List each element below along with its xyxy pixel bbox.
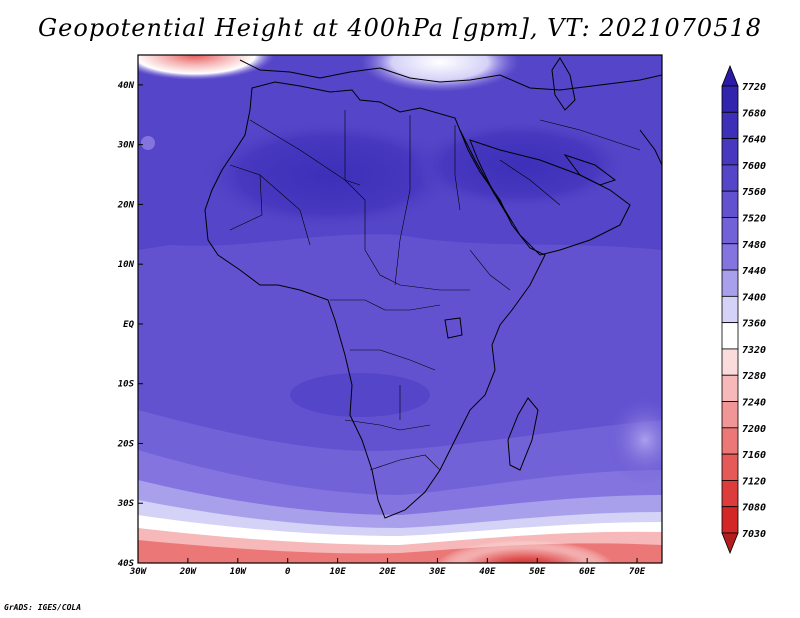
coast-lake-victoria <box>444 317 463 339</box>
country-borders <box>229 110 641 471</box>
colorbar-label: 7720 <box>742 82 766 93</box>
colorbar-label: 7240 <box>742 398 766 409</box>
colorbar-label: 7600 <box>742 161 766 172</box>
colorbar-swatch <box>721 295 739 324</box>
border-8 <box>350 349 436 371</box>
colorbar-swatch <box>721 190 739 218</box>
lon-label: 20E <box>378 567 396 577</box>
lat-label: 40N <box>118 81 135 91</box>
colorbar-label: 7480 <box>742 240 766 251</box>
colorbar-label: 7080 <box>742 503 766 514</box>
field-core-sahara <box>200 120 460 230</box>
colorbar-swatch <box>721 138 739 166</box>
grads-credit: GrADS: IGES/COLA <box>4 603 82 612</box>
border-15 <box>229 164 263 231</box>
lat-label: 10N <box>118 260 135 270</box>
colorbar-swatch <box>721 243 739 271</box>
lon-label: 0 <box>285 567 291 577</box>
border-2 <box>259 174 311 246</box>
colorbar-label: 7200 <box>742 424 766 435</box>
colorbar-swatch <box>721 401 739 429</box>
map-frame <box>137 54 663 564</box>
colorbar-label: 7640 <box>742 135 766 146</box>
field-high-nw <box>138 55 275 80</box>
lon-label: 70E <box>629 567 646 577</box>
border-6 <box>364 249 470 291</box>
colorbar-label: 7320 <box>742 345 766 356</box>
colorbar-swatch <box>721 85 739 113</box>
border-4 <box>394 115 411 286</box>
colorbar-swatch <box>721 374 739 402</box>
field-spot-atlantic <box>141 136 155 150</box>
field-high-north <box>360 55 520 92</box>
colorbar-label: 7400 <box>742 292 766 303</box>
longitude-labels: 30W 20W 10W 0 10E 20E 30E 40E 50E 60E 70E <box>129 558 646 577</box>
border-12 <box>469 249 511 291</box>
border-5 <box>454 125 461 211</box>
border-10 <box>369 454 441 471</box>
lon-label: 50E <box>529 567 546 577</box>
border-3 <box>344 110 366 250</box>
colorbar-swatch <box>721 269 739 297</box>
colorbar-label: 7440 <box>742 266 766 277</box>
colorbar-bottom-triangle <box>721 532 739 555</box>
colorbar-swatch <box>721 506 739 534</box>
border-9 <box>344 419 431 431</box>
field-east-anomaly <box>605 395 662 485</box>
colorbar-swatch <box>721 348 739 376</box>
field-core-angola <box>290 373 430 417</box>
colorbar-label: 7680 <box>742 108 766 119</box>
lon-label: 20W <box>179 567 198 577</box>
lat-label: EQ <box>123 320 134 330</box>
border-13 <box>499 159 561 206</box>
coast-india <box>639 129 662 166</box>
colorbar-swatch <box>721 480 739 508</box>
border-7 <box>330 299 441 311</box>
coast-europe <box>239 59 662 91</box>
coast-arabia <box>469 139 631 256</box>
coast-madagascar <box>507 397 539 471</box>
colorbar-label: 7030 <box>742 529 766 540</box>
colorbar-label: 7560 <box>742 187 766 198</box>
coast-red-sea <box>459 129 511 221</box>
colorbar-swatch <box>721 322 739 350</box>
lat-label: 20N <box>117 200 135 210</box>
lon-label: 60E <box>579 567 596 577</box>
coast-caspian <box>551 57 576 111</box>
lon-label: 30W <box>129 567 148 577</box>
lat-label: 20S <box>117 439 135 449</box>
lon-label: 10W <box>230 567 248 577</box>
colorbar-swatch <box>721 164 739 192</box>
colorbar-label: 7280 <box>742 371 766 382</box>
colorbar-swatch <box>721 427 739 455</box>
lat-label: 10S <box>118 380 135 390</box>
border-14 <box>539 119 641 151</box>
lat-label: 30S <box>117 499 135 509</box>
colorbar-label: 7120 <box>742 476 766 487</box>
field-core-arabia <box>410 120 630 210</box>
height-field <box>138 55 662 563</box>
lat-label: 30N <box>117 141 135 151</box>
chart-title: Geopotential Height at 400hPa [gpm], VT:… <box>38 14 762 42</box>
lon-label: 30E <box>428 567 446 577</box>
lon-label: 40E <box>479 567 496 577</box>
coast-persian-gulf <box>563 154 617 186</box>
field-low-south <box>436 540 614 563</box>
colorbar-label: 7360 <box>742 319 766 330</box>
colorbar-swatch <box>721 217 739 245</box>
colorbar-swatch <box>721 111 739 139</box>
lat-label: 40S <box>118 559 135 569</box>
colorbar-top-triangle <box>721 64 739 87</box>
lon-label: 10E <box>329 567 346 577</box>
colorbar-label: 7160 <box>742 450 766 461</box>
latitude-labels: 40N 30N 20N 10N EQ 10S 20S 30S 40S <box>117 81 143 569</box>
border-1 <box>249 119 361 186</box>
colorbar-label: 7520 <box>742 213 766 224</box>
colorbar-swatch <box>721 453 739 481</box>
colorbar: 7720 7680 7640 7600 7560 7520 7480 7440 7400 7360… <box>721 64 766 555</box>
